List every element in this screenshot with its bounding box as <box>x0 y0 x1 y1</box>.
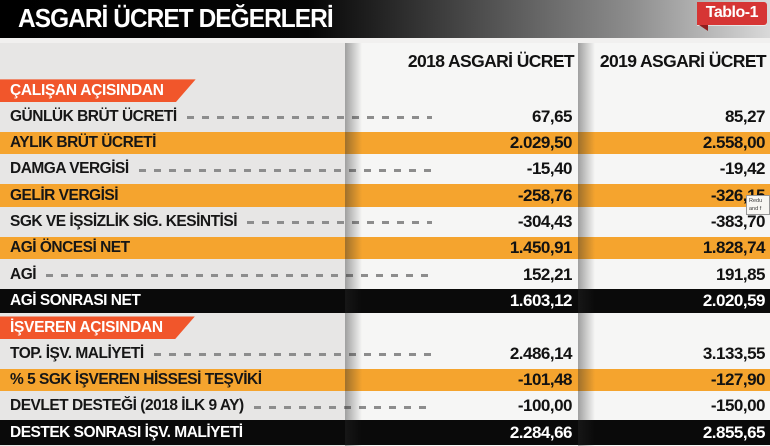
dashed-leader <box>186 116 432 120</box>
row-label: DEVLET DESTEĞİ (2018 İLK 9 AY) <box>10 397 244 415</box>
value-2018: 1.450,91 <box>509 238 573 258</box>
value-2018: -304,43 <box>517 211 573 231</box>
column-header-2018: 2018 ASGARİ ÜCRET <box>407 51 575 71</box>
value-2019: -326,15 <box>710 185 766 205</box>
value-2019: 2.855,65 <box>702 422 766 442</box>
value-2018: -15,40 <box>526 159 573 179</box>
row-total-bg <box>0 288 770 314</box>
row-label: AYLIK BRÜT ÜCRETİ <box>10 133 156 151</box>
value-2019: 3.133,55 <box>702 343 766 363</box>
tooltip-line-2: and f <box>749 206 762 212</box>
row-label: % 5 SGK İŞVEREN HİSSESİ TEŞVİKİ <box>10 370 262 388</box>
row-label: SGK VE İŞSİZLİK SİG. KESİNTİSİ <box>10 212 238 230</box>
table-row: SGK VE İŞSİZLİK SİG. KESİNTİSİ -304,43 -… <box>0 209 770 235</box>
page-title: ASGARİ ÜCRET DEĞERLERİ <box>18 3 334 33</box>
table-row: DEVLET DESTEĞİ (2018 İLK 9 AY) -100,00 -… <box>0 393 770 419</box>
value-2018: 2.284,66 <box>509 422 573 442</box>
table-row-highlight: AYLIK BRÜT ÜCRETİ 2.029,50 2.558,00 <box>0 130 770 156</box>
column-header-2019: 2019 ASGARİ ÜCRET <box>599 51 767 71</box>
value-2019: -19,42 <box>719 159 766 179</box>
section-flag: ÇALIŞAN AÇISINDAN <box>0 79 196 102</box>
overlay-tooltip: Redu and f <box>746 195 770 215</box>
section-row-isveren: İŞVEREN AÇISINDAN <box>0 314 770 340</box>
row-label: GÜNLÜK BRÜT ÜCRETİ <box>10 107 177 125</box>
dashed-leader <box>153 353 432 357</box>
value-2019: 191,85 <box>716 264 766 284</box>
dashed-leader <box>46 274 432 278</box>
value-2019: -127,90 <box>710 369 766 389</box>
dashed-leader <box>138 168 432 172</box>
table-row: DAMGA VERGİSİ -15,40 -19,42 <box>0 156 770 182</box>
title-bar: ASGARİ ÜCRET DEĞERLERİ <box>0 0 770 38</box>
value-2018: -258,76 <box>517 185 573 205</box>
row-label: AGİ ÖNCESİ NET <box>10 239 130 257</box>
section-flag: İŞVEREN AÇISINDAN <box>0 316 195 339</box>
value-2018: 1.603,12 <box>509 290 573 310</box>
row-highlight-bg <box>0 184 770 207</box>
titlebar-divider <box>0 38 770 43</box>
row-highlight-bg <box>0 368 770 392</box>
row-highlight-bg <box>0 131 770 155</box>
table-row-highlight: GELİR VERGİSİ -258,76 -326,15 <box>0 182 770 208</box>
table-row: TOP. İŞV. MALİYETİ 2.486,14 3.133,55 <box>0 340 770 366</box>
table-rows: ÇALIŞAN AÇISINDAN GÜNLÜK BRÜT ÜCRETİ 67,… <box>0 77 770 446</box>
section-row-calisan: ÇALIŞAN AÇISINDAN <box>0 77 770 103</box>
table-row-total: DESTEK SONRASI İŞV. MALİYETİ 2.284,66 2.… <box>0 419 770 445</box>
value-2018: -101,48 <box>517 369 573 389</box>
value-2018: 2.029,50 <box>509 132 573 152</box>
value-2019: -383,70 <box>710 211 766 231</box>
row-label: DAMGA VERGİSİ <box>10 160 129 178</box>
tablo-badge: Tablo-1 <box>696 2 767 31</box>
value-2019: 2.020,59 <box>702 290 766 310</box>
table-row-total: AGİ SONRASI NET 1.603,12 2.020,59 <box>0 288 770 314</box>
row-total-bg <box>0 420 770 445</box>
dashed-leader <box>247 221 432 225</box>
row-highlight-bg <box>0 237 770 260</box>
table-row-highlight: AGİ ÖNCESİ NET 1.450,91 1.828,74 <box>0 235 770 261</box>
table-row: AGİ 152,21 191,85 <box>0 261 770 287</box>
value-2018: 152,21 <box>523 264 573 284</box>
table-row: GÜNLÜK BRÜT ÜCRETİ 67,65 85,27 <box>0 103 770 129</box>
row-label: AGİ SONRASI NET <box>10 291 141 309</box>
value-2019: 1.828,74 <box>702 238 766 258</box>
value-2019: 2.558,00 <box>702 132 766 152</box>
value-2018: 67,65 <box>531 106 573 126</box>
value-2019: 85,27 <box>724 106 766 126</box>
tooltip-line-1: Redu <box>749 198 763 204</box>
row-label: TOP. İŞV. MALİYETİ <box>10 344 144 362</box>
value-2019: -150,00 <box>710 396 766 416</box>
row-label: DESTEK SONRASI İŞV. MALİYETİ <box>10 423 243 441</box>
dashed-leader <box>253 405 432 409</box>
row-label: AGİ <box>10 265 37 283</box>
value-2018: -100,00 <box>517 396 573 416</box>
value-2018: 2.486,14 <box>509 343 573 363</box>
table-row-highlight: % 5 SGK İŞVEREN HİSSESİ TEŞVİKİ -101,48 … <box>0 367 770 393</box>
row-label: GELİR VERGİSİ <box>10 186 119 204</box>
